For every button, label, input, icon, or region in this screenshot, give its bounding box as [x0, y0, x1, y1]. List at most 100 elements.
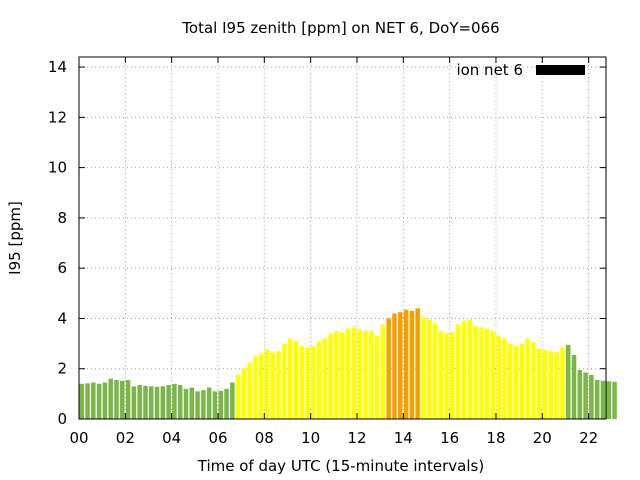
x-tick-label: 00: [69, 429, 88, 447]
bar: [351, 327, 357, 419]
bar: [96, 383, 102, 419]
bar: [270, 352, 276, 419]
bar: [125, 380, 131, 419]
bar: [560, 347, 565, 419]
bar: [502, 338, 507, 419]
bar: [143, 385, 148, 419]
bar: [166, 385, 171, 419]
bar: [496, 336, 501, 419]
bar: [282, 343, 287, 419]
bar: [189, 387, 195, 419]
bar: [380, 324, 386, 419]
legend-swatch: [536, 65, 585, 75]
bar: [264, 349, 270, 419]
bar: [467, 319, 473, 419]
bar: [438, 331, 444, 419]
y-tick-label: 10: [48, 159, 67, 177]
bar: [172, 383, 177, 419]
x-axis-tick-labels: 00 02 04 06 08 10 12 14 16 18 20 22: [69, 429, 598, 447]
bar: [461, 320, 467, 419]
grid: [79, 57, 606, 419]
bar: [91, 382, 96, 419]
bar: [508, 343, 513, 419]
bar: [293, 341, 299, 419]
bar: [421, 317, 426, 419]
bar: [299, 346, 305, 419]
x-tick-label: 02: [116, 429, 135, 447]
x-tick-label: 20: [533, 429, 552, 447]
axis-ticks: [78, 57, 606, 420]
bar: [131, 386, 137, 419]
x-axis-label: Time of day UTC (15-minute intervals): [197, 457, 484, 475]
bar: [565, 344, 571, 419]
bar: [305, 347, 310, 419]
x-tick-label: 16: [440, 429, 459, 447]
bar: [577, 369, 583, 419]
bar: [322, 338, 328, 419]
bar: [114, 380, 119, 419]
bar: [554, 352, 559, 419]
bar: [548, 351, 554, 419]
bar: [542, 349, 548, 419]
bar: [259, 353, 264, 419]
bar: [479, 327, 484, 419]
legend: ion net 6: [456, 61, 585, 79]
bar: [537, 348, 542, 419]
bar: [160, 386, 166, 419]
bar: [201, 390, 206, 419]
bar: [235, 375, 241, 419]
x-tick-label: 04: [162, 429, 181, 447]
y-tick-label: 8: [57, 209, 67, 227]
bar: [137, 385, 142, 419]
bar: [85, 383, 90, 419]
bar: [316, 341, 322, 419]
x-tick-label: 14: [394, 429, 413, 447]
y-tick-label: 12: [48, 108, 67, 126]
bars: [79, 308, 617, 419]
y-tick-label: 14: [48, 58, 67, 76]
bar: [177, 385, 183, 419]
bar: [363, 331, 368, 419]
bar: [531, 342, 536, 419]
x-tick-label: 06: [208, 429, 227, 447]
x-tick-label: 10: [301, 429, 320, 447]
bar: [154, 386, 160, 419]
bar: [606, 381, 612, 419]
legend-label: ion net 6: [456, 61, 523, 79]
bar: [102, 382, 108, 419]
bar: [398, 312, 403, 419]
bar: [345, 328, 351, 419]
bar: [403, 309, 409, 419]
bar: [340, 332, 345, 419]
bar: [473, 325, 478, 419]
bar: [328, 333, 334, 419]
x-tick-label: 18: [486, 429, 505, 447]
bar: [183, 388, 189, 419]
bar: [594, 380, 600, 419]
bar: [195, 391, 200, 419]
bar: [455, 324, 461, 419]
bar: [583, 372, 588, 419]
bar: [120, 380, 125, 419]
bar: [276, 351, 281, 419]
bar: [148, 386, 154, 419]
bar: [513, 346, 519, 419]
bar: [206, 387, 212, 419]
chart-title: Total I95 zenith [ppm] on NET 6, DoY=066: [181, 19, 499, 37]
bar: [525, 338, 530, 419]
y-axis-tick-labels: 0 2 4 6 8 10 12 14: [48, 58, 67, 428]
bar: [600, 380, 606, 419]
bar: [444, 333, 449, 419]
bar: [519, 343, 525, 419]
bar: [230, 382, 235, 419]
bar: [432, 323, 438, 419]
x-tick-label: 22: [579, 429, 598, 447]
bar: [490, 331, 496, 419]
bar: [426, 319, 432, 419]
bar: [224, 388, 229, 419]
bar: [571, 354, 577, 419]
bar: [415, 308, 420, 419]
bar: [79, 383, 85, 419]
y-tick-label: 4: [57, 309, 67, 327]
